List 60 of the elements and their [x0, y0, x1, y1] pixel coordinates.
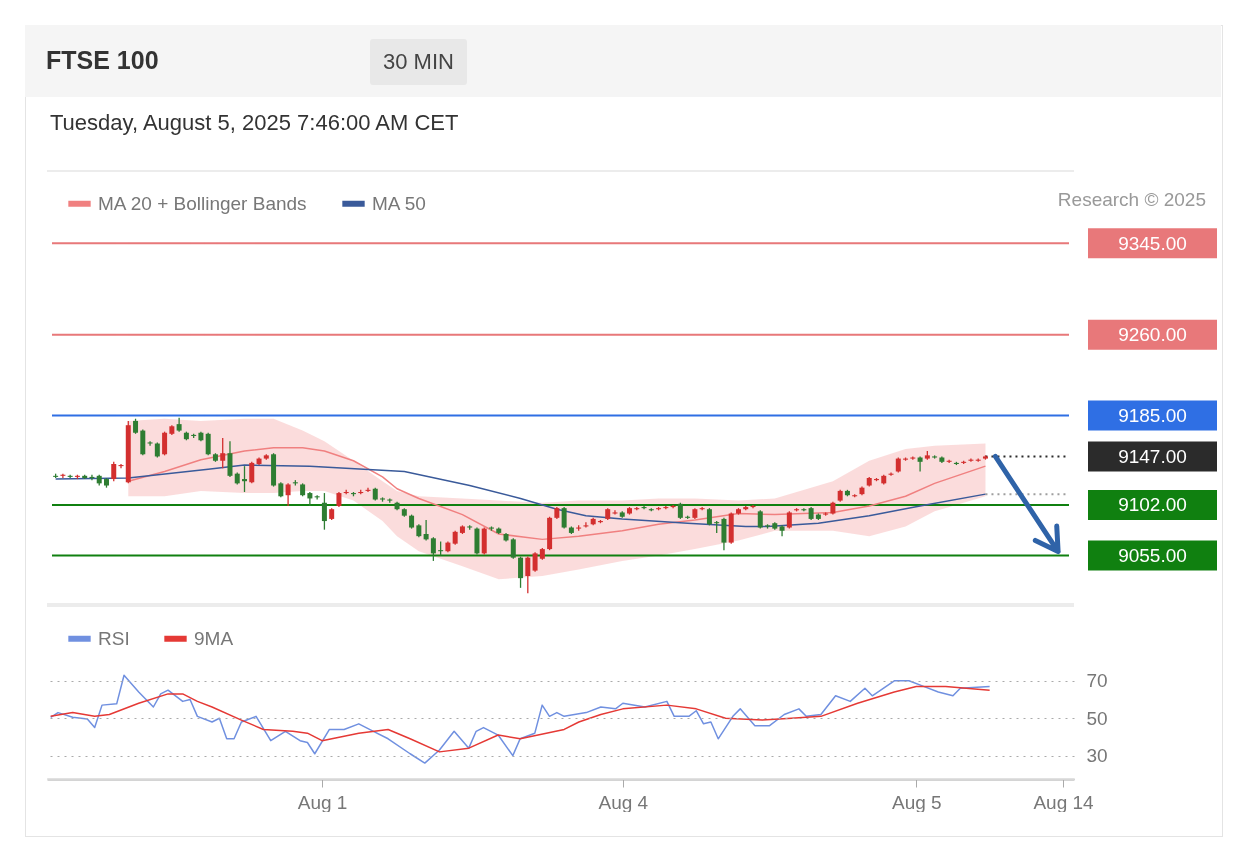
candlestick: [561, 506, 567, 530]
candlestick: [423, 519, 429, 542]
y-tick-label: 9260.00: [1118, 324, 1187, 346]
candlestick: [89, 474, 95, 481]
candlestick: [946, 459, 952, 464]
candlestick: [220, 437, 226, 469]
y-tick-label: 50: [1086, 707, 1108, 729]
candlestick: [670, 504, 676, 509]
legend-label: MA 50: [372, 192, 426, 214]
annotation: Research © 2025: [1057, 189, 1206, 210]
candlestick: [525, 555, 531, 594]
candlestick: [140, 428, 146, 457]
candlestick: [968, 457, 974, 463]
y-tick-label: 9147.00: [1118, 445, 1187, 467]
chart-title: FTSE 100: [46, 46, 159, 75]
line-series: [49, 674, 991, 764]
text: 30 MIN: [370, 39, 467, 85]
candlestick: [227, 440, 233, 478]
candlestick: [721, 517, 727, 551]
candlestick: [285, 482, 291, 507]
candlestick: [510, 537, 516, 560]
x-tick-label: Aug 4: [598, 791, 649, 813]
candlestick: [583, 521, 589, 529]
y-tick-label: 30: [1086, 745, 1108, 767]
legend-label: MA 20 + Bollinger Bands: [98, 192, 307, 214]
y-tick-label: 9185.00: [1118, 405, 1187, 426]
y-tick-label: 70: [1086, 670, 1108, 692]
candlestick: [249, 461, 255, 485]
legend-label: RSI: [98, 627, 130, 649]
candlestick: [205, 432, 211, 457]
candlestick: [162, 431, 168, 457]
y-tick-label: 9345.00: [1118, 232, 1187, 254]
candlestick: [518, 555, 524, 589]
y-tick-label: 9102.00: [1118, 494, 1187, 516]
candlestick: [757, 509, 763, 530]
candlestick: [321, 492, 327, 531]
line-series: [49, 685, 991, 753]
x-tick-label: Aug 14: [1033, 791, 1095, 813]
chart-subtitle: Tuesday, August 5, 2025 7:46:00 AM CET: [50, 110, 459, 136]
candlestick: [888, 471, 894, 477]
y-tick-label: 9055.00: [1118, 545, 1187, 567]
candlestick: [314, 494, 320, 501]
x-tick-label: Aug 5: [891, 791, 942, 813]
candlestick: [641, 505, 647, 510]
line-series: [54, 464, 987, 528]
candlestick: [111, 461, 117, 482]
candlestick: [750, 504, 756, 509]
candlestick: [430, 536, 436, 562]
x-tick-label: Aug 1: [297, 791, 348, 813]
candlestick: [532, 551, 538, 573]
candlestick: [801, 507, 807, 513]
candlestick: [147, 440, 153, 447]
candlestick: [60, 473, 66, 479]
candlestick: [365, 487, 371, 493]
candlestick: [612, 509, 618, 516]
candlestick: [307, 491, 313, 507]
candlestick: [917, 455, 923, 473]
candlestick: [242, 465, 247, 493]
legend-label: 9MA: [194, 627, 234, 649]
candlestick: [118, 463, 124, 469]
